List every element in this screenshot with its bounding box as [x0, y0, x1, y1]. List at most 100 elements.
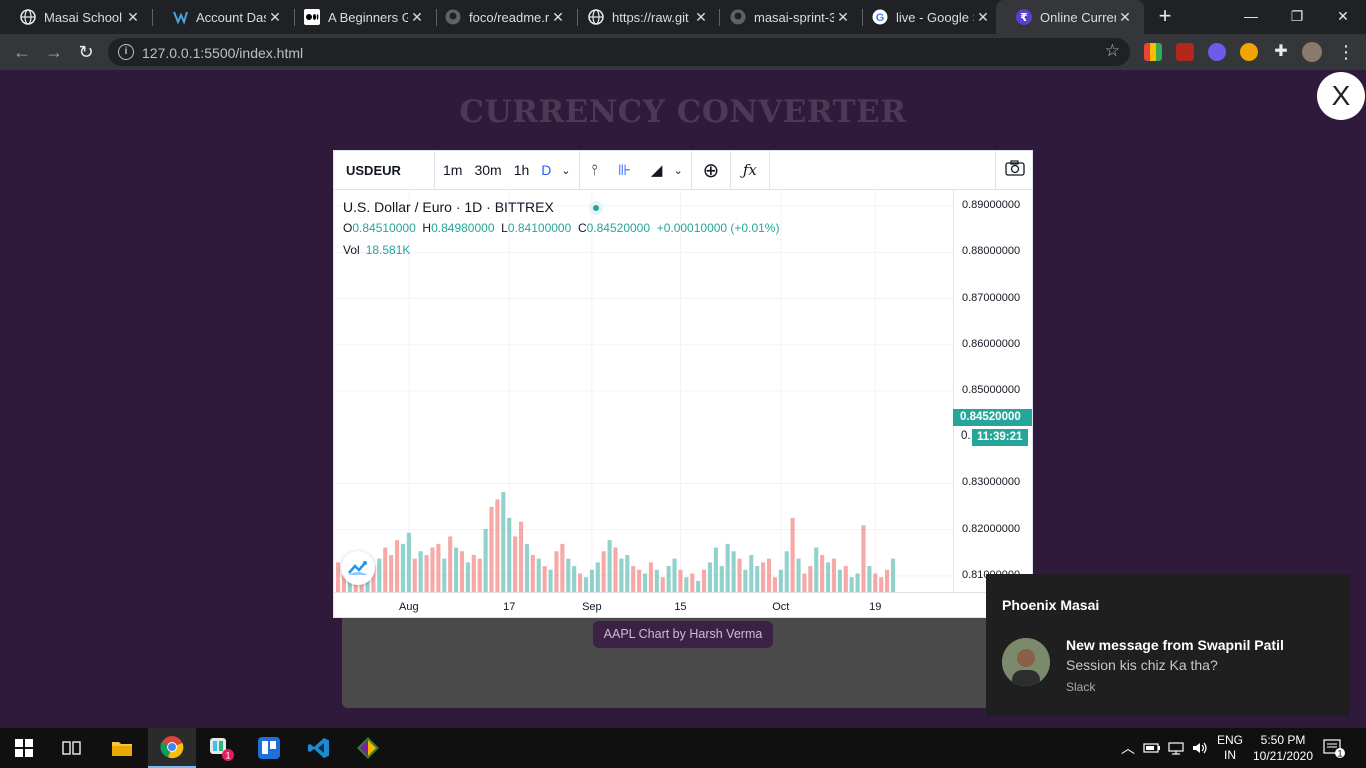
- slack-icon[interactable]: 1: [197, 728, 245, 768]
- minimize-button[interactable]: —: [1244, 8, 1258, 24]
- volume-bar: [536, 558, 541, 592]
- action-center-icon[interactable]: 1: [1322, 728, 1346, 768]
- browser-tab[interactable]: Account Dashb ✕: [152, 0, 294, 34]
- git-client-icon[interactable]: [344, 728, 392, 768]
- browser-tab[interactable]: masai-sprint-3 ✕: [710, 0, 862, 34]
- close-button[interactable]: X: [1317, 72, 1365, 120]
- close-tab-icon[interactable]: ✕: [552, 8, 564, 25]
- close-value: 0.84520000: [586, 221, 651, 235]
- volume-bar: [696, 580, 701, 592]
- close-tab-icon[interactable]: ✕: [127, 8, 139, 25]
- volume-bar: [389, 554, 394, 592]
- tab-separator: [719, 9, 720, 26]
- trello-icon[interactable]: [245, 728, 293, 768]
- bars-style-icon[interactable]: ⫯: [591, 161, 598, 179]
- browser-tab[interactable]: A Beginners Gi ✕: [284, 0, 436, 34]
- volume-bar: [678, 569, 683, 592]
- area-style-icon[interactable]: ◢: [650, 162, 663, 179]
- rupee-icon: ₹: [1016, 9, 1032, 25]
- interval-1h[interactable]: 1h: [513, 162, 530, 178]
- interval-dropdown-icon[interactable]: ⌄: [561, 164, 571, 177]
- volume-bar: [471, 554, 476, 592]
- restore-button[interactable]: ❐: [1290, 8, 1304, 24]
- task-view-icon[interactable]: [48, 728, 96, 768]
- interval-30m[interactable]: 30m: [474, 162, 502, 178]
- close-tab-icon[interactable]: ✕: [695, 8, 707, 25]
- browser-tab[interactable]: https://raw.git ✕: [568, 0, 720, 34]
- extension-check-icon[interactable]: [1208, 43, 1226, 61]
- network-icon[interactable]: [1166, 728, 1186, 768]
- google-icon: G: [872, 9, 888, 25]
- language-indicator[interactable]: ENG IN: [1212, 728, 1248, 768]
- bookmark-star-icon[interactable]: ☆: [1104, 41, 1120, 60]
- price-tick-label: 0.83000000: [962, 476, 1021, 489]
- volume-bar: [666, 566, 671, 592]
- price-scale[interactable]: 0.89000000 0.88000000 0.87000000 0.86000000…: [953, 190, 1032, 592]
- forward-button[interactable]: →: [45, 42, 63, 62]
- file-explorer-icon[interactable]: [98, 728, 146, 768]
- tab-title: masai-sprint-3: [754, 9, 834, 25]
- region-code: IN: [1224, 748, 1236, 762]
- interval-1m[interactable]: 1m: [443, 162, 463, 178]
- extension-colorzilla-icon[interactable]: [1144, 43, 1162, 61]
- close-tab-icon[interactable]: ✕: [411, 8, 423, 25]
- reload-button[interactable]: ↻: [78, 42, 94, 62]
- open-value: 0.84510000: [352, 221, 416, 235]
- battery-icon[interactable]: [1142, 728, 1162, 768]
- tab-strip: Masai School ✕ Account Dashb ✕ A Beginne…: [0, 0, 1366, 34]
- toolbar-separator: [995, 151, 996, 190]
- vscode-icon[interactable]: [295, 728, 343, 768]
- info-icon[interactable]: i: [118, 44, 134, 60]
- price-tick-label: 0.86000000: [962, 337, 1021, 350]
- volume-bar: [613, 547, 618, 592]
- volume-bar: [377, 558, 382, 592]
- volume-icon[interactable]: [1190, 728, 1210, 768]
- indicators-fx-icon[interactable]: ƒx: [742, 161, 757, 179]
- browser-tab-active[interactable]: ₹ Online Curren ✕: [996, 0, 1144, 34]
- close-tab-icon[interactable]: ✕: [269, 8, 281, 25]
- show-hidden-icons-chevron[interactable]: ︿: [1121, 740, 1135, 756]
- volume-value: 18.581K: [365, 243, 411, 257]
- chart-caption: AAPL Chart by Harsh Verma: [593, 621, 773, 648]
- countdown-prefix: 0.: [961, 430, 971, 442]
- extension-owl-icon[interactable]: [1240, 43, 1258, 61]
- browser-tab[interactable]: G live - Google S ✕: [852, 0, 1002, 34]
- volume-bar: [660, 577, 665, 592]
- symbol-search[interactable]: USDEUR: [334, 151, 435, 190]
- profile-avatar[interactable]: [1302, 42, 1322, 62]
- browser-tab[interactable]: foco/readme.r ✕: [425, 0, 577, 34]
- new-tab-button[interactable]: +: [1158, 3, 1172, 28]
- volume-bar: [701, 569, 707, 592]
- close-tab-icon[interactable]: ✕: [837, 8, 849, 25]
- extension-pdf-icon[interactable]: [1176, 43, 1194, 61]
- address-bar[interactable]: i 127.0.0.1:5500/index.html ☆: [108, 38, 1130, 66]
- time-axis[interactable]: Aug 17 Sep 15 Oct 19: [334, 592, 1032, 617]
- close-tab-icon[interactable]: ✕: [977, 8, 989, 25]
- interval-d[interactable]: D: [541, 162, 552, 178]
- back-button[interactable]: ←: [13, 42, 31, 62]
- tab-title: https://raw.git: [612, 9, 689, 25]
- close-window-button[interactable]: ✕: [1337, 8, 1349, 24]
- volume-bar: [554, 551, 559, 592]
- chart-style-dropdown-icon[interactable]: ⌄: [673, 164, 683, 177]
- clock[interactable]: 5:50 PM 10/21/2020: [1248, 728, 1318, 768]
- camera-snapshot-icon[interactable]: [996, 160, 1032, 180]
- menu-kebab-icon[interactable]: ⋮: [1337, 42, 1355, 62]
- tab-title: Masai School: [44, 9, 123, 25]
- candlestick-chart[interactable]: [334, 151, 1033, 618]
- volume-bar: [448, 536, 453, 592]
- url-text[interactable]: 127.0.0.1:5500/index.html: [142, 45, 304, 61]
- extensions-puzzle-icon[interactable]: ✚: [1274, 43, 1288, 60]
- price-tick-label: 0.88000000: [962, 245, 1021, 258]
- candles-style-icon[interactable]: ⊪: [618, 162, 632, 179]
- browser-tab[interactable]: Masai School ✕: [0, 0, 152, 34]
- compare-add-icon[interactable]: ⊕: [702, 159, 720, 182]
- close-tab-icon[interactable]: ✕: [1119, 8, 1131, 25]
- tradingview-logo-icon[interactable]: [341, 551, 375, 585]
- start-windows-icon[interactable]: [0, 728, 48, 768]
- toast-notification[interactable]: Phoenix Masai New message from Swapnil P…: [986, 574, 1350, 716]
- volume-bar: [542, 566, 547, 592]
- price-tick-label: 0.85000000: [962, 384, 1021, 396]
- volume-bar: [790, 517, 795, 592]
- chrome-icon[interactable]: [148, 728, 196, 768]
